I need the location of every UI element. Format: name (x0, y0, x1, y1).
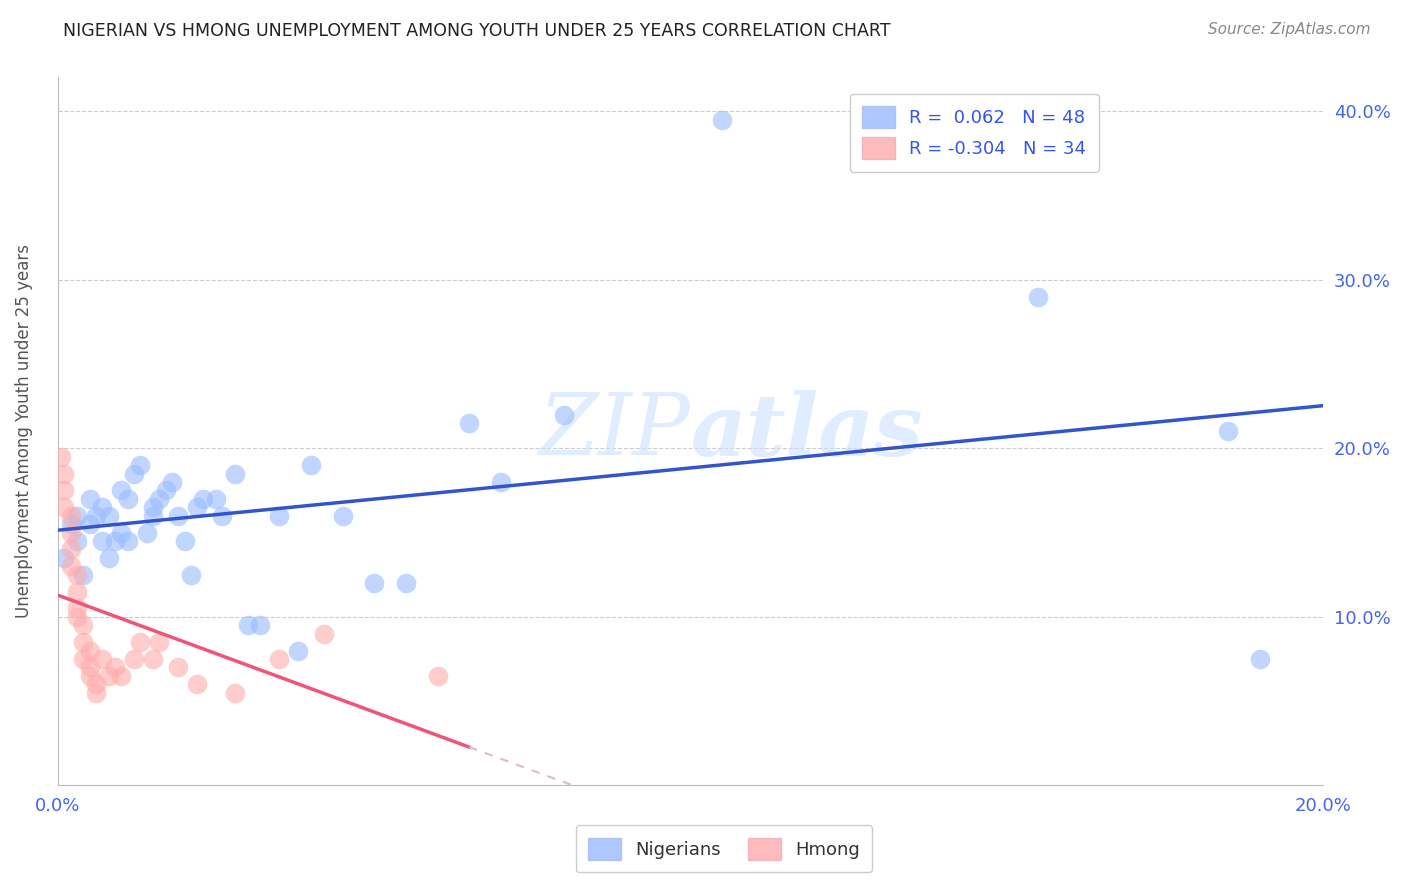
Point (122, 652, 145, 666)
Point (79, 669, 101, 683)
Point (79, 517, 101, 532)
Point (53, 500, 76, 515)
Point (148, 635, 170, 649)
Point (79, 660, 101, 674)
Point (129, 458, 152, 472)
Point (155, 483, 177, 498)
Point (117, 534, 139, 549)
Point (249, 618, 271, 632)
Point (66, 534, 89, 549)
Point (79, 491, 101, 506)
Point (142, 652, 165, 666)
Point (72, 652, 94, 666)
Y-axis label: Unemployment Among Youth under 25 years: Unemployment Among Youth under 25 years (15, 244, 32, 618)
Point (59, 559, 82, 574)
Point (110, 669, 132, 683)
Point (117, 491, 139, 506)
Point (66, 567, 89, 582)
Point (160, 475, 183, 489)
Point (91, 500, 114, 515)
Point (66, 601, 89, 615)
Point (142, 500, 165, 515)
Point (59, 508, 82, 523)
Point (66, 584, 89, 599)
Point (59, 525, 82, 540)
Point (269, 652, 291, 666)
Point (66, 610, 89, 624)
Point (711, 112, 734, 127)
Point (363, 576, 385, 591)
Point (72, 567, 94, 582)
Point (269, 508, 291, 523)
Point (312, 626, 335, 640)
Point (1028, 289, 1050, 303)
Point (426, 669, 449, 683)
Point (66, 508, 89, 523)
Text: Source: ZipAtlas.com: Source: ZipAtlas.com (1208, 22, 1371, 37)
Point (236, 618, 259, 632)
Point (1249, 652, 1271, 666)
Point (332, 508, 354, 523)
Point (51, 450, 73, 464)
Point (180, 567, 202, 582)
Point (299, 458, 322, 472)
Point (205, 491, 228, 506)
Point (186, 500, 208, 515)
Point (135, 525, 157, 540)
Point (122, 467, 145, 481)
Point (59, 517, 82, 532)
Point (224, 467, 246, 481)
Point (84, 508, 107, 523)
Legend: Nigerians, Hmong: Nigerians, Hmong (576, 825, 872, 872)
Point (193, 491, 215, 506)
Point (553, 408, 575, 422)
Text: NIGERIAN VS HMONG UNEMPLOYMENT AMONG YOUTH UNDER 25 YEARS CORRELATION CHART: NIGERIAN VS HMONG UNEMPLOYMENT AMONG YOU… (63, 22, 891, 40)
Text: atlas: atlas (690, 390, 922, 473)
Point (287, 643, 309, 657)
Point (142, 508, 165, 523)
Point (97, 550, 120, 565)
Point (72, 618, 94, 632)
Point (53, 483, 76, 498)
Point (97, 669, 120, 683)
Point (211, 508, 233, 523)
Point (395, 576, 418, 591)
Point (148, 491, 170, 506)
Point (489, 475, 512, 489)
Point (110, 483, 132, 498)
Point (129, 635, 152, 649)
Point (167, 660, 190, 674)
Point (53, 550, 76, 565)
Point (84, 677, 107, 691)
Point (72, 635, 94, 649)
Point (1216, 425, 1239, 439)
Legend: R =  0.062   N = 48, R = -0.304   N = 34: R = 0.062 N = 48, R = -0.304 N = 34 (849, 94, 1099, 172)
Point (91, 652, 114, 666)
Point (224, 686, 246, 700)
Point (53, 467, 76, 481)
Point (167, 508, 190, 523)
Point (458, 416, 481, 430)
Point (91, 534, 114, 549)
Point (110, 525, 132, 540)
Point (104, 534, 127, 549)
Point (186, 677, 208, 691)
Point (97, 508, 120, 523)
Point (104, 660, 127, 674)
Point (59, 542, 82, 557)
Text: ZIP: ZIP (538, 390, 690, 473)
Point (79, 643, 101, 657)
Point (84, 686, 107, 700)
Point (173, 534, 195, 549)
